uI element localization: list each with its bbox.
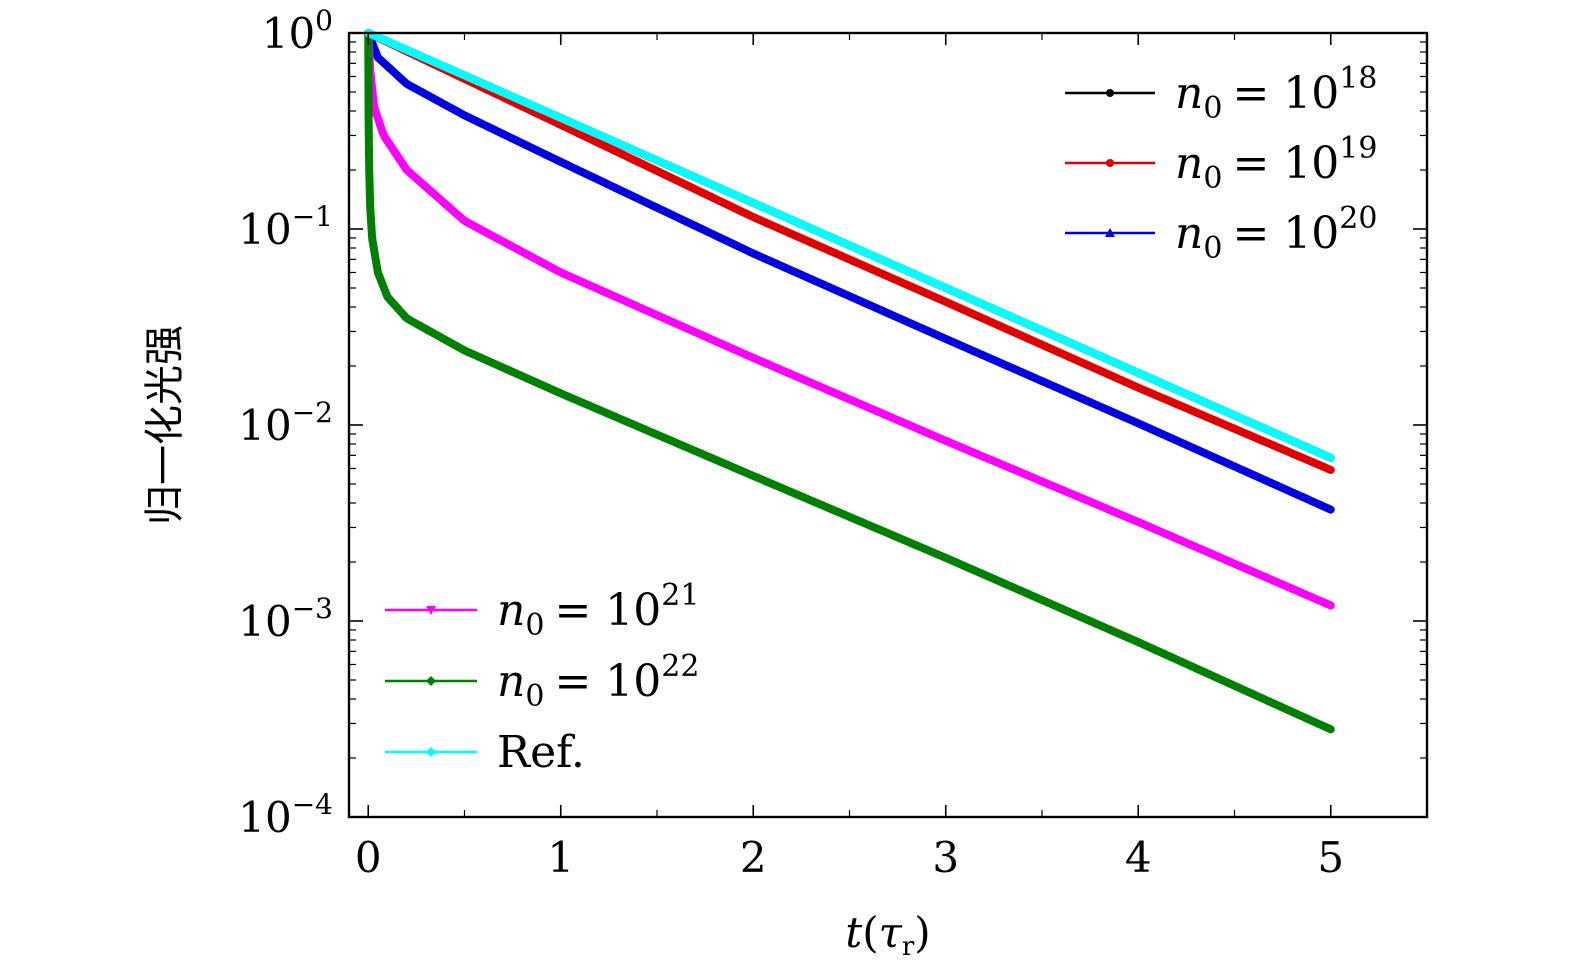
y-tick-label-base: 10 — [262, 9, 315, 58]
legend-label-eq: = 10 — [1232, 138, 1339, 189]
legend-label: n0 = 1018 — [1175, 61, 1377, 126]
series-line — [364, 29, 1335, 514]
x-tick-label: 1 — [547, 833, 574, 882]
legend-label: Ref. — [497, 727, 585, 778]
y-tick-label: 100 — [262, 4, 333, 58]
x-axis-label-subsub: r — [902, 932, 915, 962]
y-tick-label-base: 10 — [238, 205, 291, 254]
legend-label-sub: 0 — [1203, 91, 1222, 126]
legend-marker — [426, 676, 436, 686]
legend-label-var: n — [497, 585, 525, 636]
legend-label: n0 = 1021 — [497, 578, 699, 643]
series-layer — [364, 29, 1335, 734]
legend-label: n0 = 1022 — [497, 649, 699, 714]
x-axis-label: t(τr) — [845, 908, 930, 962]
legend-marker — [426, 606, 436, 615]
y-tick-label: 10−1 — [238, 200, 333, 254]
x-axis-label-sub: τ — [879, 908, 903, 957]
series-line — [364, 29, 1335, 462]
x-tick-label: 5 — [1317, 833, 1344, 882]
y-tick-label-exp: 0 — [315, 4, 333, 37]
legend-label-eq: = 10 — [554, 585, 661, 636]
x-axis-label-close-paren: ) — [914, 908, 930, 957]
y-tick-label-base: 10 — [238, 597, 291, 646]
x-axis-label-var: t — [845, 908, 862, 957]
y-axis-label: 归一化光强 — [142, 325, 188, 525]
x-tick-label: 0 — [355, 833, 382, 882]
legend-label-sub: 0 — [1203, 231, 1222, 266]
legend-marker — [1106, 159, 1114, 167]
x-tick-label: 3 — [932, 833, 959, 882]
series-line — [364, 29, 1335, 734]
y-tick-label: 10−3 — [238, 592, 333, 646]
legend-label-eq: = 10 — [1232, 208, 1339, 259]
legend-label-sub: 0 — [1203, 161, 1222, 196]
legend-marker — [1105, 228, 1115, 237]
legend-label: n0 = 1019 — [1175, 131, 1377, 196]
legend-label-exp: 20 — [1339, 201, 1377, 236]
x-axis-label-open-paren: ( — [862, 908, 878, 957]
legend-marker — [1106, 89, 1114, 97]
x-tick-label: 4 — [1125, 833, 1152, 882]
y-tick-label-exp: −4 — [292, 788, 333, 821]
legend-label-eq: = 10 — [1232, 68, 1339, 119]
legend-label-exp: 18 — [1339, 61, 1377, 96]
legend-label-var: n — [497, 656, 525, 707]
y-tick-label-base: 10 — [238, 401, 291, 450]
y-tick-label-exp: −3 — [292, 592, 333, 625]
y-tick-label-base: 10 — [238, 793, 291, 842]
y-tick-label-exp: −2 — [292, 396, 333, 429]
legend-label-eq: = 10 — [554, 656, 661, 707]
y-tick-label-exp: −1 — [292, 200, 333, 233]
legend-label-var: n — [1175, 68, 1203, 119]
legend-label-exp: 19 — [1339, 131, 1377, 166]
x-tick-label: 2 — [740, 833, 767, 882]
series-line — [364, 29, 1335, 610]
y-tick-label: 10−2 — [238, 396, 333, 450]
legend-label-sub: 0 — [525, 608, 544, 643]
y-tick-label: 10−4 — [238, 788, 333, 842]
legend-label-exp: 22 — [661, 649, 699, 684]
legend-marker — [426, 747, 436, 757]
legend-label-exp: 21 — [661, 578, 699, 613]
ticks-layer — [349, 32, 1428, 818]
legend-label-var: n — [1175, 138, 1203, 189]
legend-label-var: n — [1175, 208, 1203, 259]
legend-label-sub: 0 — [525, 679, 544, 714]
legend-label: n0 = 1020 — [1175, 201, 1377, 266]
